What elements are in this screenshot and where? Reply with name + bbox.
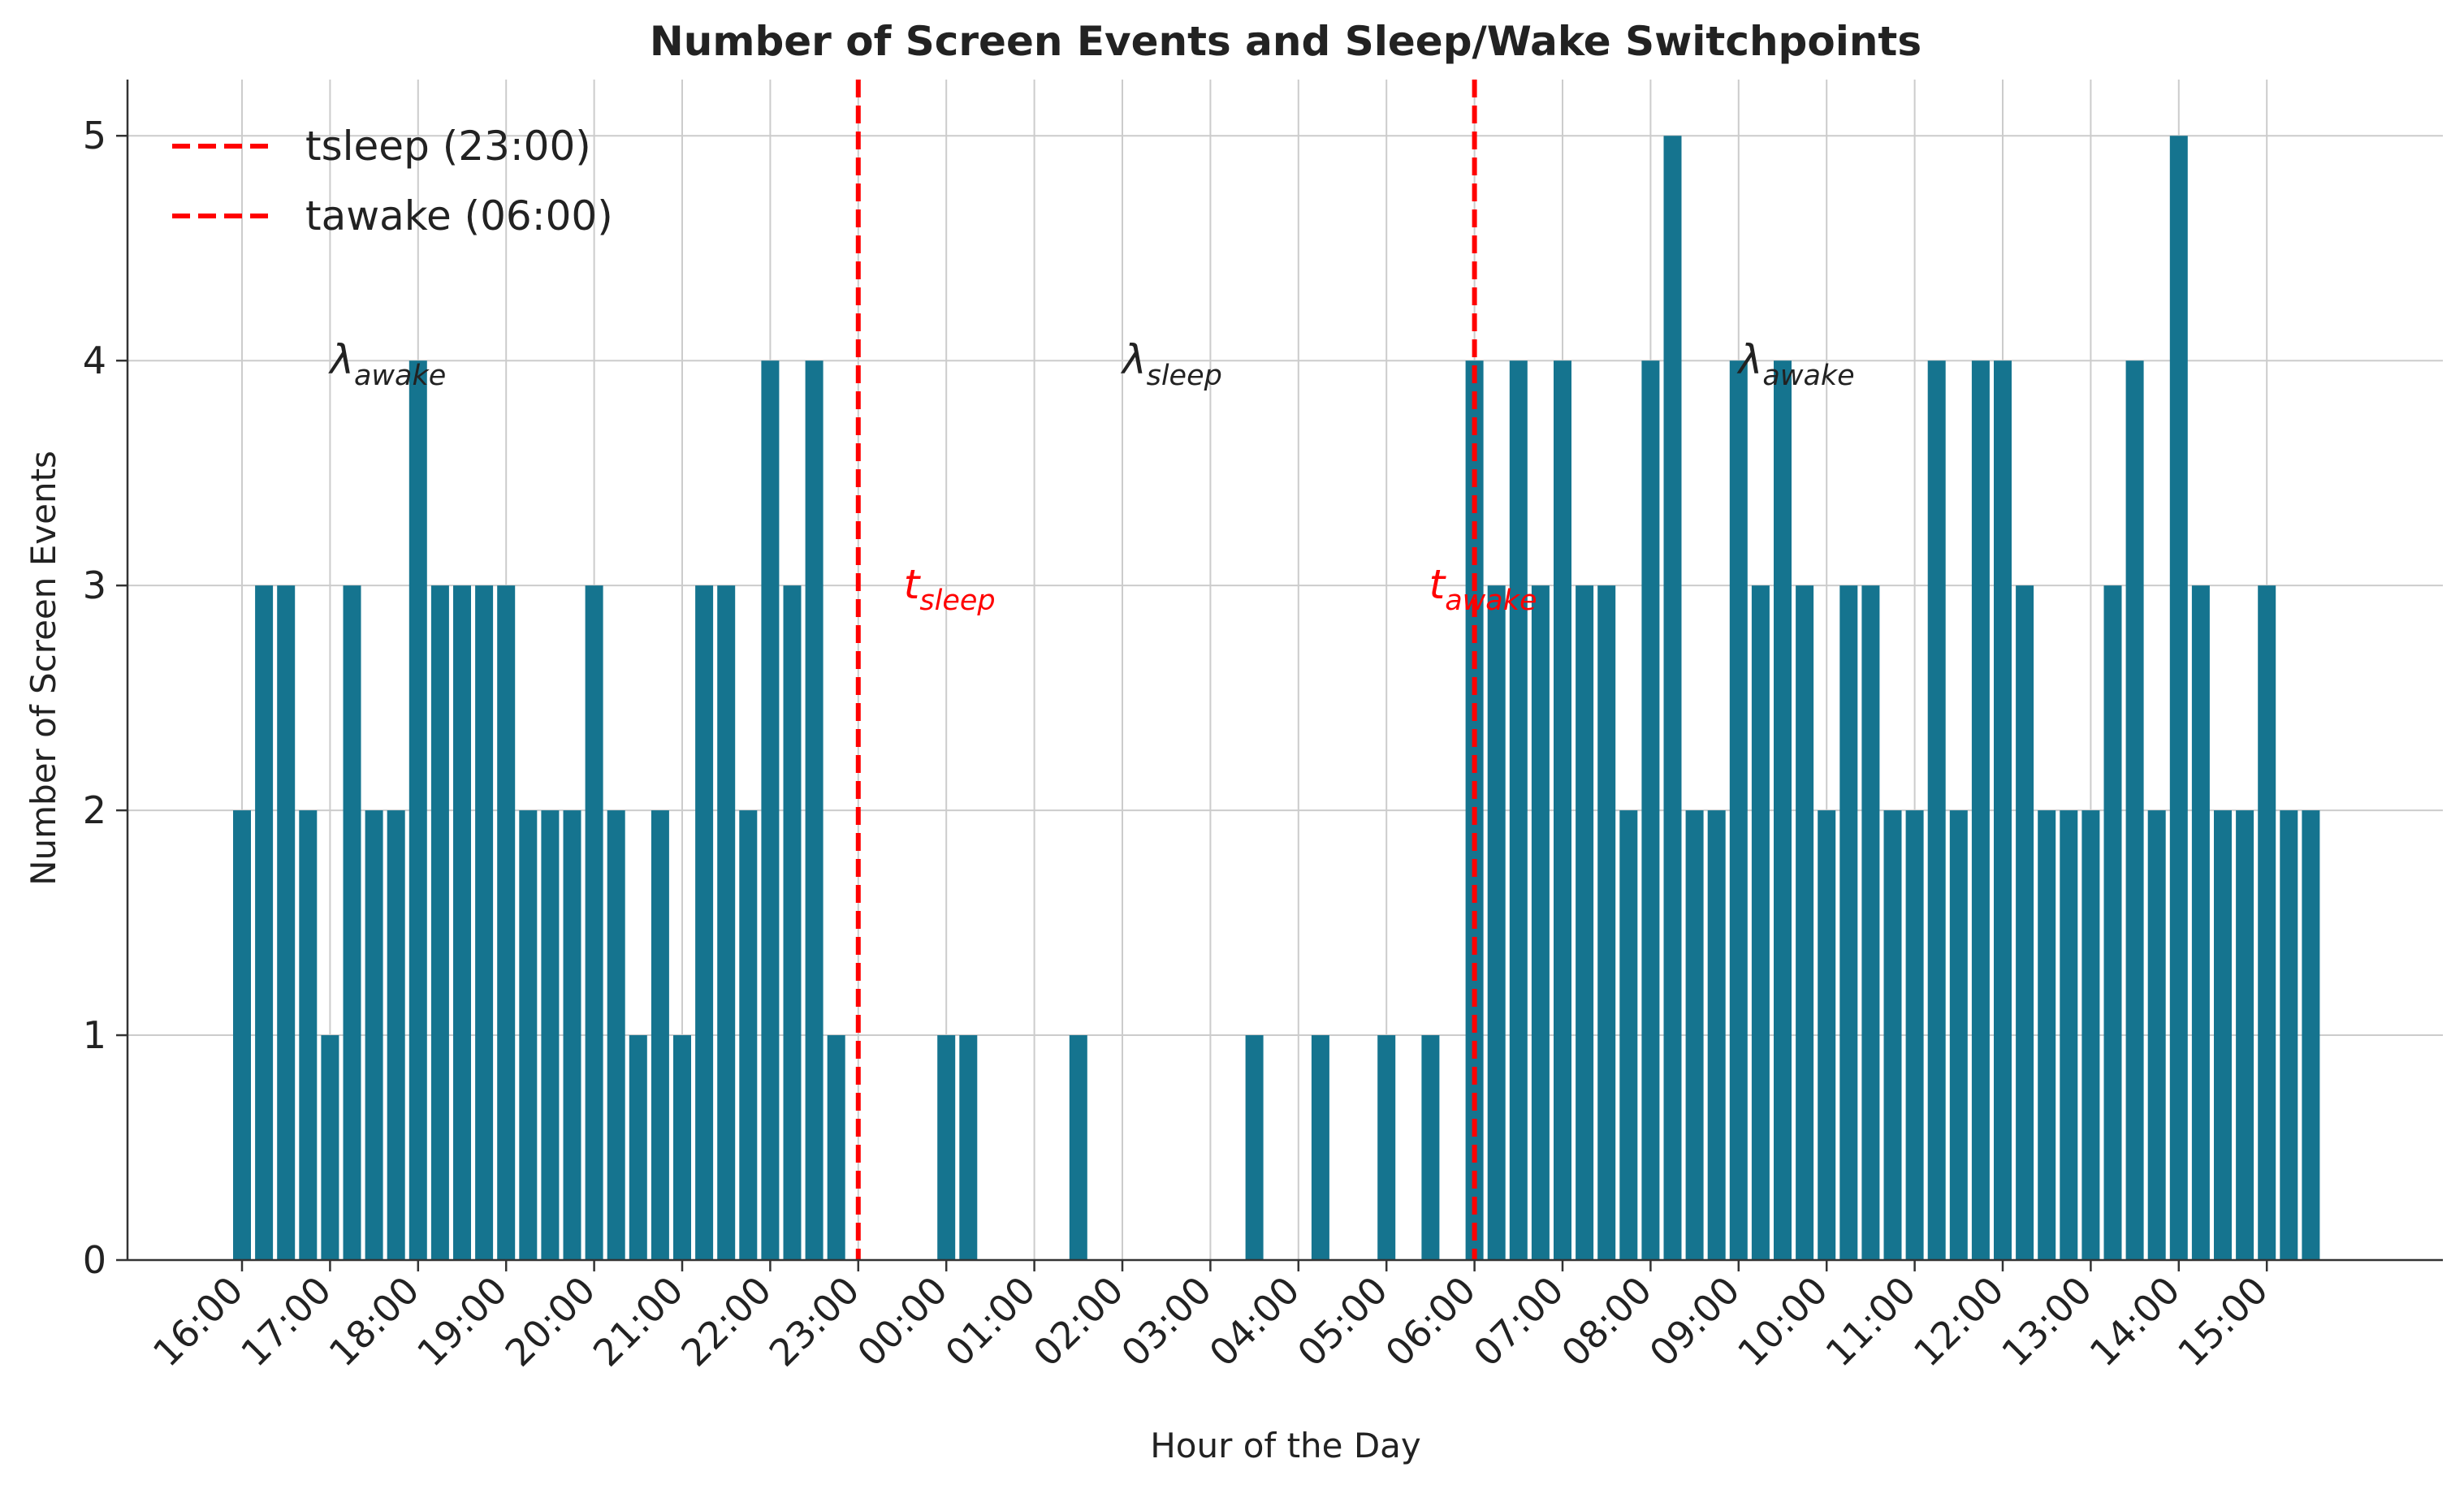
bar bbox=[2016, 585, 2034, 1260]
bar bbox=[629, 1035, 647, 1260]
bar bbox=[1729, 360, 1748, 1261]
bar bbox=[1883, 810, 1902, 1260]
bar bbox=[2280, 810, 2298, 1260]
axes bbox=[126, 80, 2443, 1262]
bar bbox=[519, 810, 538, 1260]
bar bbox=[343, 585, 361, 1260]
bar bbox=[1619, 810, 1638, 1260]
bar bbox=[2236, 810, 2254, 1260]
bar bbox=[1774, 360, 1792, 1261]
bar bbox=[277, 585, 296, 1260]
bar bbox=[1663, 136, 1682, 1261]
bars bbox=[233, 136, 2320, 1261]
bar bbox=[1377, 1035, 1396, 1260]
bar bbox=[497, 585, 516, 1260]
bar bbox=[1707, 810, 1726, 1260]
bar bbox=[805, 360, 823, 1261]
bar bbox=[475, 585, 494, 1260]
bar bbox=[1576, 585, 1594, 1260]
bar bbox=[1927, 360, 1946, 1261]
bar bbox=[1597, 585, 1616, 1260]
legend-label: tsleep (23:00) bbox=[305, 123, 591, 170]
bar bbox=[937, 1035, 956, 1260]
bar bbox=[409, 360, 427, 1261]
lambda-sleep-annotation: λsleep bbox=[1120, 336, 1222, 392]
bar bbox=[673, 1035, 691, 1260]
bar bbox=[1839, 585, 1858, 1260]
bar bbox=[1905, 810, 1924, 1260]
bar bbox=[717, 585, 736, 1260]
y-axis-label: Number of Screen Events bbox=[24, 451, 63, 886]
bar bbox=[1554, 360, 1571, 1261]
bar bbox=[453, 585, 471, 1260]
bar bbox=[2258, 585, 2276, 1260]
bar bbox=[1818, 810, 1836, 1260]
bar bbox=[695, 585, 714, 1260]
bar bbox=[1245, 1035, 1264, 1260]
bar bbox=[1069, 1035, 1087, 1260]
legend-label: tawake (06:00) bbox=[305, 192, 613, 240]
y-tick-label: 0 bbox=[83, 1238, 106, 1282]
y-tick-label: 1 bbox=[83, 1013, 106, 1057]
chart-title: Number of Screen Events and Sleep/Wake S… bbox=[650, 18, 1921, 65]
bar bbox=[430, 585, 449, 1260]
lambda-awake-annotation: λawake bbox=[327, 336, 446, 392]
bar bbox=[1531, 585, 1550, 1260]
annotations: tsleep tawake λawake λsleep λawake bbox=[327, 336, 1854, 617]
legend: tsleep (23:00) tawake (06:00) bbox=[172, 123, 613, 240]
bar bbox=[2169, 136, 2188, 1261]
bar bbox=[1994, 360, 2012, 1261]
bar bbox=[2038, 810, 2056, 1260]
switchpoint-lines bbox=[855, 80, 1477, 1260]
bar bbox=[827, 1035, 845, 1260]
bar bbox=[761, 360, 780, 1261]
bar bbox=[1861, 585, 1880, 1260]
bar bbox=[1421, 1035, 1440, 1260]
lambda-awake-annotation: λawake bbox=[1736, 336, 1855, 392]
bar bbox=[2081, 810, 2100, 1260]
bar bbox=[299, 810, 318, 1260]
bar bbox=[959, 1035, 978, 1260]
y-tick-label: 2 bbox=[83, 788, 106, 832]
bar bbox=[1971, 360, 1990, 1261]
x-axis-label: Hour of the Day bbox=[1150, 1426, 1421, 1465]
bar bbox=[387, 810, 405, 1260]
bar bbox=[365, 810, 383, 1260]
bar bbox=[585, 585, 603, 1260]
bar bbox=[607, 810, 625, 1260]
bar bbox=[2103, 585, 2122, 1260]
bar bbox=[1641, 360, 1660, 1261]
bar bbox=[321, 1035, 339, 1260]
bar bbox=[1487, 585, 1506, 1260]
bar bbox=[2125, 360, 2144, 1261]
bar bbox=[1311, 1035, 1329, 1260]
y-tick-label: 4 bbox=[83, 339, 106, 382]
tsleep-annotation: tsleep bbox=[904, 561, 996, 617]
bar bbox=[739, 810, 758, 1260]
tawake-annotation: tawake bbox=[1429, 561, 1537, 617]
y-ticks: 0 1 2 3 4 5 bbox=[83, 114, 128, 1282]
bar bbox=[2147, 810, 2166, 1260]
bar bbox=[2214, 810, 2232, 1260]
bar bbox=[1685, 810, 1704, 1260]
bar bbox=[563, 810, 581, 1260]
bar bbox=[2302, 810, 2320, 1260]
bar bbox=[255, 585, 274, 1260]
bar bbox=[1949, 810, 1968, 1260]
y-tick-label: 5 bbox=[83, 114, 106, 158]
bar bbox=[1509, 360, 1528, 1261]
bar bbox=[651, 810, 669, 1260]
y-tick-label: 3 bbox=[83, 563, 106, 607]
bar bbox=[1796, 585, 1814, 1260]
bar bbox=[1751, 585, 1770, 1260]
bar bbox=[2191, 585, 2210, 1260]
bar bbox=[233, 810, 251, 1260]
bar bbox=[541, 810, 560, 1260]
bar bbox=[783, 585, 802, 1260]
bar bbox=[2060, 810, 2078, 1260]
